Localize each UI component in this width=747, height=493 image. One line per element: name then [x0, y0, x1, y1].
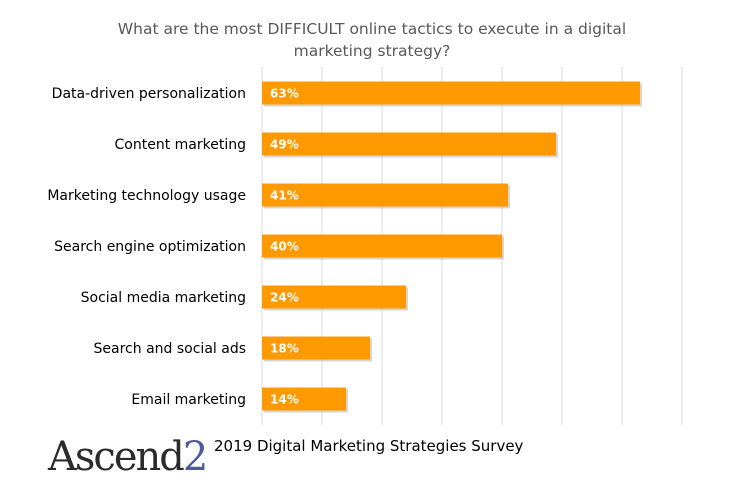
- bar: [262, 234, 502, 258]
- data-label: 49%: [270, 138, 299, 152]
- category-label: Search engine optimization: [54, 239, 246, 255]
- bar: [262, 81, 640, 105]
- data-label: 24%: [270, 291, 299, 305]
- survey-name: 2019 Digital Marketing Strategies Survey: [214, 437, 524, 455]
- data-label: 40%: [270, 240, 299, 254]
- data-label: 18%: [270, 342, 299, 356]
- chart-title-line-1: What are the most DIFFICULT online tacti…: [118, 20, 626, 38]
- chart-title-line-2: marketing strategy?: [294, 42, 451, 60]
- data-label: 14%: [270, 393, 299, 407]
- bar: [262, 336, 370, 360]
- ascend2-logo: Ascend2: [47, 434, 206, 480]
- category-label: Email marketing: [131, 392, 246, 408]
- bar: [262, 285, 406, 309]
- category-label: Search and social ads: [94, 341, 246, 357]
- data-label: 63%: [270, 87, 299, 101]
- bar: [262, 132, 556, 156]
- bar: [262, 387, 346, 411]
- category-label: Content marketing: [115, 137, 246, 153]
- category-label: Marketing technology usage: [47, 188, 246, 204]
- bar: [262, 183, 508, 207]
- category-label: Data-driven personalization: [52, 86, 246, 102]
- category-label: Social media marketing: [81, 290, 246, 306]
- data-label: 41%: [270, 189, 299, 203]
